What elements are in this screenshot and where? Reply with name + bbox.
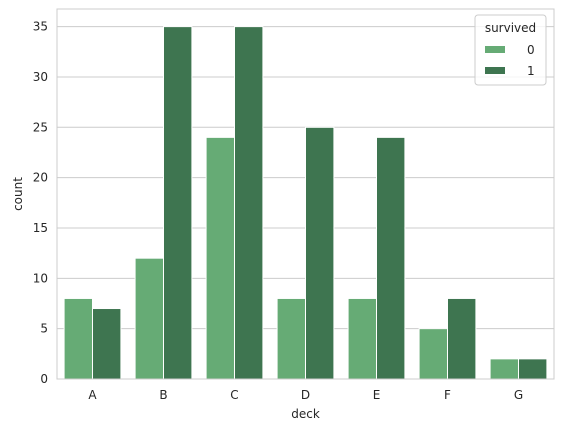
legend: survived 01 bbox=[474, 14, 547, 86]
legend-label-1: 1 bbox=[527, 64, 535, 78]
y-tick-label: 10 bbox=[33, 271, 48, 285]
y-axis-label: count bbox=[11, 177, 25, 211]
y-tick-label: 15 bbox=[33, 221, 48, 235]
bar-F-survived-1 bbox=[447, 297, 477, 380]
plot-frame bbox=[56, 8, 555, 380]
x-tick-label: E bbox=[373, 388, 381, 402]
y-tick-label: 5 bbox=[40, 322, 48, 336]
x-tick-label: A bbox=[88, 388, 97, 402]
x-tick-label: F bbox=[444, 388, 451, 402]
bar-D-survived-1 bbox=[305, 126, 335, 380]
bar-A-survived-0 bbox=[63, 297, 93, 380]
x-axis-label: deck bbox=[291, 407, 320, 421]
bar-B-survived-1 bbox=[163, 26, 193, 380]
bar-E-survived-1 bbox=[376, 136, 406, 380]
bar-C-survived-1 bbox=[234, 26, 264, 380]
y-tick-label: 25 bbox=[33, 120, 48, 134]
bar-E-survived-0 bbox=[347, 297, 378, 380]
legend-swatch-0 bbox=[485, 46, 505, 53]
x-tick-label: B bbox=[159, 388, 167, 402]
y-tick-label: 0 bbox=[40, 372, 48, 386]
bar-B-survived-0 bbox=[134, 257, 165, 380]
x-tick-label: C bbox=[230, 388, 238, 402]
y-tick-label: 35 bbox=[33, 20, 48, 34]
bar-F-survived-0 bbox=[418, 328, 449, 380]
y-tick-labels: 0 5 10 15 20 25 30 35 bbox=[33, 20, 48, 386]
y-tick-label: 30 bbox=[33, 70, 48, 84]
bar-D-survived-0 bbox=[276, 297, 307, 380]
bar-G-survived-1 bbox=[518, 358, 548, 380]
bar-A-survived-1 bbox=[92, 308, 122, 380]
x-tick-labels: A B C D E F G bbox=[88, 388, 523, 402]
x-tick-label: G bbox=[514, 388, 523, 402]
legend-label-0: 0 bbox=[527, 43, 535, 57]
legend-entries: 01 bbox=[485, 43, 535, 78]
bars bbox=[63, 26, 548, 380]
legend-swatch-1 bbox=[485, 67, 505, 74]
bar-C-survived-0 bbox=[205, 136, 236, 380]
x-tick-label: D bbox=[301, 388, 310, 402]
y-tick-label: 20 bbox=[33, 171, 48, 185]
legend-title: survived bbox=[485, 21, 536, 35]
bar-G-survived-0 bbox=[489, 358, 520, 380]
